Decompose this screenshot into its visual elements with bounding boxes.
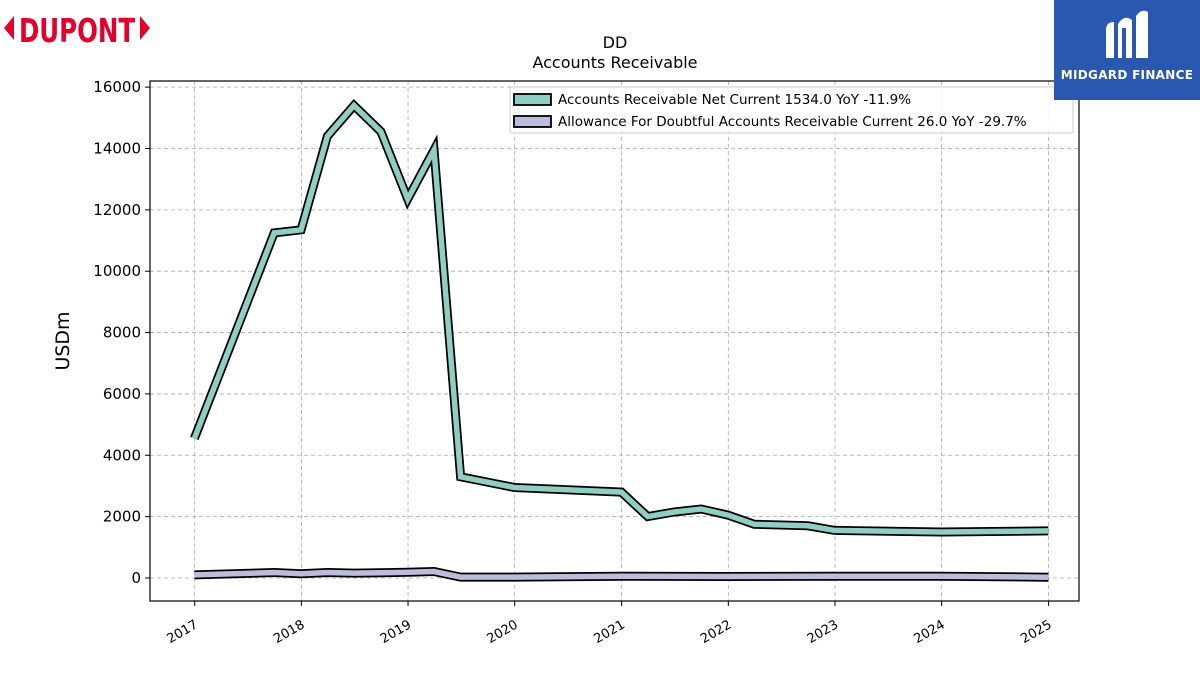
x-tick-label: 2021 xyxy=(591,617,627,647)
data-point xyxy=(727,514,729,516)
data-point xyxy=(460,576,462,578)
x-tick-label: 2022 xyxy=(698,617,734,647)
data-point xyxy=(940,531,942,533)
data-point xyxy=(193,437,195,439)
chart-subtitle: Accounts Receivable xyxy=(532,53,697,72)
data-point xyxy=(673,511,675,513)
x-axis-ticks: 2017 2018 2019 2020 2021 2022 2023 2024 2025 xyxy=(165,601,1055,647)
legend: Accounts Receivable Net Current 1534.0 Y… xyxy=(509,86,1074,134)
dupont-logo-right-mark xyxy=(140,16,150,40)
data-point xyxy=(1047,530,1049,532)
y-tick-label: 0 xyxy=(131,569,141,587)
data-point xyxy=(433,571,435,573)
data-point xyxy=(380,131,382,133)
legend-label: Allowance For Doubtful Accounts Receivab… xyxy=(558,114,1027,130)
data-point xyxy=(620,575,622,577)
data-point xyxy=(407,198,409,200)
data-point xyxy=(647,516,649,518)
data-point xyxy=(300,573,302,575)
y-tick-label: 16000 xyxy=(93,78,141,96)
data-point xyxy=(620,491,622,493)
y-axis-ticks: 0 2000 4000 6000 8000 10000 12000 14000 16000 xyxy=(93,78,150,587)
data-point xyxy=(460,476,462,478)
y-tick-label: 14000 xyxy=(93,139,141,157)
data-point xyxy=(407,571,409,573)
data-point xyxy=(326,135,328,137)
data-point xyxy=(353,105,355,107)
legend-box xyxy=(509,86,1074,134)
data-point xyxy=(300,229,302,231)
chart-title: DD xyxy=(603,33,628,52)
data-point xyxy=(326,572,328,574)
dupont-logo-left-mark xyxy=(4,16,14,40)
y-tick-label: 8000 xyxy=(103,324,141,342)
y-axis-label: USDm xyxy=(52,311,74,370)
y-tick-label: 6000 xyxy=(103,385,141,403)
data-point xyxy=(1047,576,1049,578)
data-point xyxy=(380,572,382,574)
midgard-logo-mark xyxy=(1106,10,1148,59)
data-point xyxy=(834,529,836,531)
y-tick-label: 2000 xyxy=(103,508,141,526)
data-point xyxy=(940,575,942,577)
data-point xyxy=(807,525,809,527)
data-point xyxy=(513,487,515,489)
data-point xyxy=(353,572,355,574)
data-point xyxy=(700,508,702,510)
x-tick-label: 2019 xyxy=(378,617,414,647)
legend-swatch xyxy=(513,93,552,106)
data-point xyxy=(193,574,195,576)
data-point xyxy=(273,232,275,234)
dupont-logo: DUPONT xyxy=(4,11,150,50)
data-point xyxy=(753,523,755,525)
y-tick-label: 4000 xyxy=(103,446,141,464)
y-tick-label: 10000 xyxy=(93,262,141,280)
y-tick-label: 12000 xyxy=(93,201,141,219)
x-tick-label: 2020 xyxy=(485,617,521,647)
x-tick-label: 2018 xyxy=(271,617,307,647)
x-tick-label: 2025 xyxy=(1018,617,1054,647)
x-tick-label: 2024 xyxy=(911,617,947,647)
data-point xyxy=(433,149,435,151)
legend-label: Accounts Receivable Net Current 1534.0 Y… xyxy=(558,92,911,108)
series-lines xyxy=(190,98,1049,582)
grid-lines xyxy=(150,81,1079,601)
midgard-logo-text: MIDGARD FINANCE xyxy=(1060,68,1194,82)
data-point xyxy=(727,576,729,578)
legend-swatch xyxy=(513,115,552,128)
dupont-logo-text: DUPONT xyxy=(19,11,135,50)
plot-frame xyxy=(149,80,1080,602)
data-point xyxy=(273,572,275,574)
midgard-finance-logo: MIDGARD FINANCE xyxy=(1054,0,1200,100)
series-line xyxy=(194,568,1049,580)
x-tick-label: 2017 xyxy=(165,617,201,647)
series-line xyxy=(191,101,1049,535)
data-point xyxy=(834,575,836,577)
data-point xyxy=(513,576,515,578)
x-tick-label: 2023 xyxy=(805,617,841,647)
